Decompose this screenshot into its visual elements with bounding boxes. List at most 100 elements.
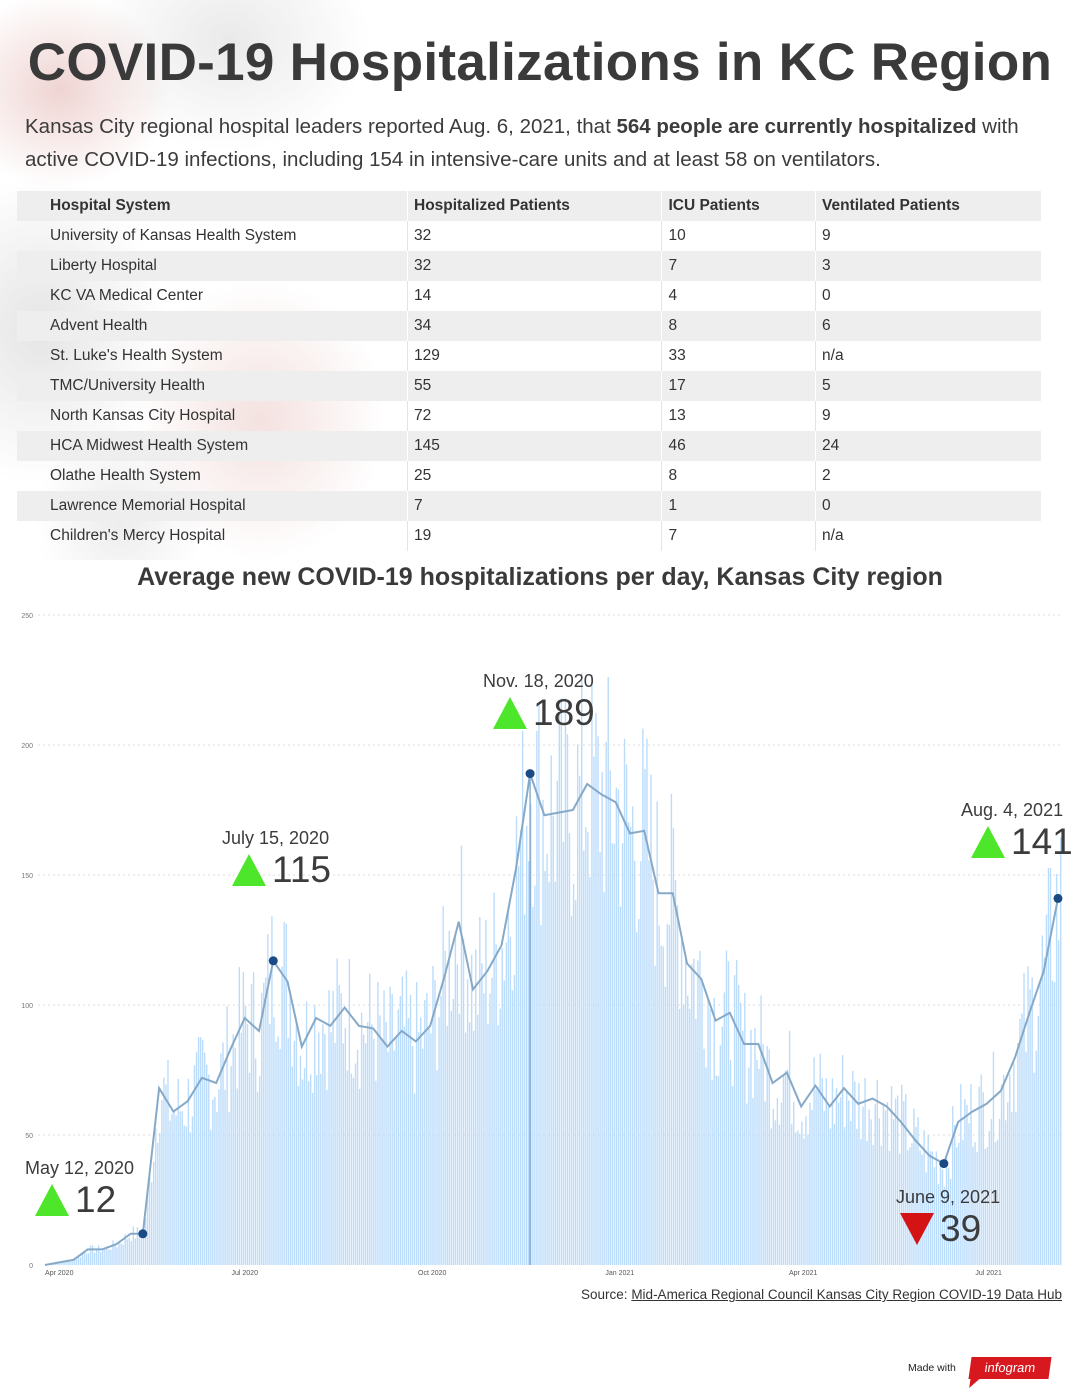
- bar: [136, 1227, 139, 1265]
- bar: [833, 1123, 836, 1265]
- annotation-date: May 12, 2020: [25, 1158, 135, 1178]
- y-tick-label: 150: [21, 873, 33, 880]
- bar: [454, 932, 457, 1265]
- bar: [587, 832, 589, 1265]
- bar: [976, 1151, 978, 1265]
- bar: [462, 938, 465, 1265]
- y-tick-label: 250: [21, 613, 33, 620]
- bar: [446, 1026, 448, 1265]
- bar: [960, 1084, 962, 1265]
- bar: [244, 1005, 247, 1265]
- bar: [1053, 982, 1056, 1265]
- annotation-value: 39: [940, 1208, 982, 1249]
- annotation: July 15, 2020 115: [222, 828, 331, 891]
- bar: [845, 1090, 848, 1265]
- annotation-value: 115: [272, 849, 331, 890]
- bar: [163, 1077, 165, 1265]
- infogram-logo[interactable]: infogram: [968, 1357, 1052, 1379]
- bar: [532, 906, 534, 1265]
- bar: [711, 1079, 713, 1265]
- bar: [332, 990, 334, 1265]
- bar: [507, 910, 510, 1265]
- bar: [181, 1111, 183, 1265]
- bar: [358, 1088, 361, 1265]
- bar: [456, 964, 459, 1265]
- bar: [988, 1130, 991, 1265]
- bar: [672, 827, 675, 1265]
- annotation-value: 12: [75, 1179, 117, 1220]
- bar: [715, 1075, 717, 1265]
- bar: [560, 698, 563, 1265]
- bar: [860, 1139, 862, 1265]
- bar: [473, 1030, 475, 1265]
- bar: [340, 993, 342, 1265]
- bar: [996, 1140, 999, 1265]
- bar: [413, 1093, 416, 1265]
- bar: [214, 1096, 216, 1265]
- bar: [713, 997, 715, 1265]
- bar: [943, 1186, 946, 1265]
- bar: [63, 1261, 65, 1265]
- bar: [201, 1040, 204, 1265]
- table-row: TMC/University Health 55 17 5: [17, 371, 1041, 401]
- bar: [589, 876, 591, 1265]
- bar: [130, 1241, 133, 1265]
- bar: [116, 1247, 118, 1265]
- bar: [646, 738, 648, 1265]
- bar: [379, 1015, 381, 1265]
- bar: [385, 1021, 387, 1265]
- bar: [161, 1100, 163, 1265]
- bar: [595, 712, 597, 1265]
- source-link[interactable]: Mid-America Regional Council Kansas City…: [631, 1287, 1062, 1302]
- bar: [189, 1132, 192, 1265]
- bar: [128, 1237, 130, 1265]
- bar: [142, 1232, 145, 1265]
- bar: [699, 950, 701, 1265]
- bar: [466, 979, 469, 1265]
- bar: [603, 892, 605, 1265]
- bar: [389, 986, 391, 1265]
- bar: [550, 755, 552, 1265]
- bar: [1011, 1111, 1013, 1265]
- bar: [497, 1025, 499, 1265]
- bar: [546, 853, 548, 1265]
- bar: [367, 1021, 369, 1265]
- bar: [173, 1111, 175, 1265]
- bar: [511, 990, 514, 1265]
- bar: [880, 1145, 883, 1265]
- bar: [470, 954, 473, 1265]
- subtitle-highlight: 564 people are currently hospitalized: [616, 115, 977, 138]
- table-cell: 46: [661, 431, 816, 461]
- bar: [1021, 1013, 1023, 1265]
- bar: [305, 1001, 308, 1265]
- table-cell: 13: [661, 401, 816, 431]
- bar: [485, 919, 487, 1265]
- bar: [941, 1169, 944, 1265]
- hospital-table: Hospital System Hospitalized Patients IC…: [17, 191, 1041, 551]
- table-cell: 32: [406, 251, 662, 281]
- bar: [73, 1259, 75, 1265]
- bar: [481, 963, 483, 1265]
- bar: [432, 966, 434, 1265]
- bar: [450, 1010, 452, 1265]
- bar: [318, 1032, 320, 1265]
- bar: [1060, 837, 1062, 1265]
- bar: [1037, 1016, 1039, 1265]
- bar: [901, 1084, 903, 1265]
- bar: [762, 1043, 764, 1265]
- bar: [171, 1113, 173, 1265]
- bar: [187, 1078, 190, 1265]
- bar: [691, 964, 693, 1265]
- bar: [383, 990, 385, 1265]
- bar: [55, 1263, 57, 1265]
- bar: [501, 947, 503, 1265]
- table-row: KC VA Medical Center 14 4 0: [17, 281, 1041, 311]
- bar: [250, 983, 253, 1265]
- bar: [729, 1059, 732, 1265]
- bar: [1035, 1050, 1037, 1265]
- bar: [929, 1151, 931, 1265]
- bar: [992, 1051, 995, 1265]
- bar: [81, 1253, 84, 1265]
- bar: [554, 881, 556, 1265]
- bar: [778, 1124, 781, 1265]
